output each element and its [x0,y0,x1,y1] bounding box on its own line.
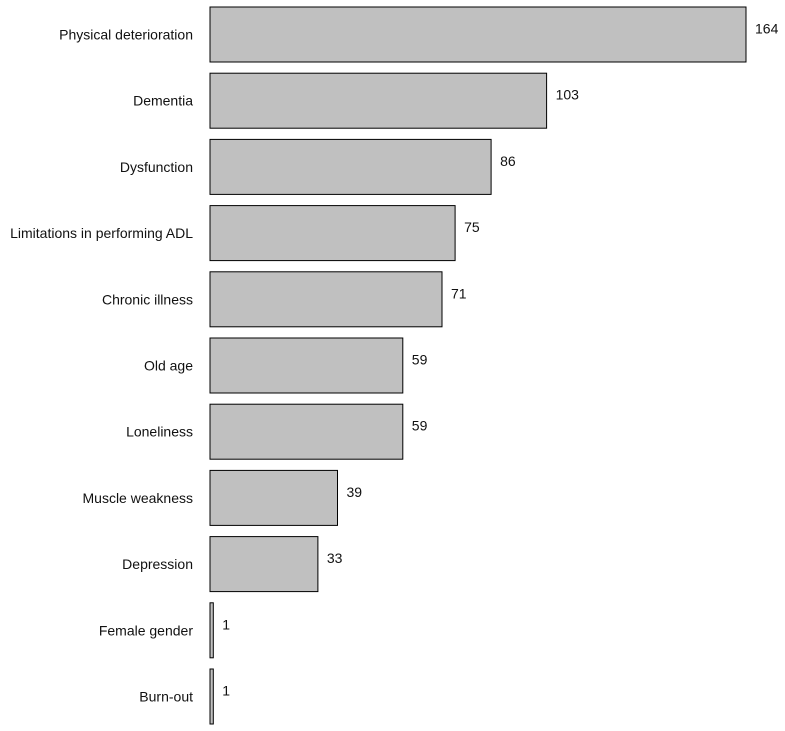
category-label: Loneliness [126,424,193,440]
category-labels-layer: Physical deterioration Dementia Dysfunctio… [10,27,193,705]
category-label: Dysfunction [120,159,193,175]
bar [209,337,404,394]
bar [209,602,214,659]
bar [209,469,338,526]
bar [209,403,404,460]
category-label: Female gender [99,622,194,638]
value-label: 59 [412,418,428,434]
category-label: Burn-out [139,689,193,705]
category-label: Dementia [133,93,193,109]
value-label: 103 [556,87,580,103]
bar [209,271,443,328]
bar [209,72,548,129]
value-label: 75 [464,219,480,235]
value-label: 1 [222,683,230,699]
category-label: Muscle weakness [83,490,194,506]
value-label: 33 [327,550,343,566]
category-label: Depression [122,556,193,572]
value-labels-layer: 164 103 86 75 71 59 59 39 33 1 1 [222,21,778,699]
bar [209,536,319,593]
value-label: 1 [222,616,230,632]
category-label: Chronic illness [102,291,193,307]
value-label: 59 [412,352,428,368]
category-label: Limitations in performing ADL [10,225,193,241]
category-label: Physical deterioration [59,27,193,43]
bar [209,138,492,195]
value-label: 86 [500,153,516,169]
bar [209,6,747,63]
bar [209,668,214,725]
bar [209,205,456,262]
category-label: Old age [144,358,193,374]
value-label: 39 [347,484,363,500]
value-label: 164 [755,21,779,37]
bars-layer [209,6,747,725]
value-label: 71 [451,285,467,301]
